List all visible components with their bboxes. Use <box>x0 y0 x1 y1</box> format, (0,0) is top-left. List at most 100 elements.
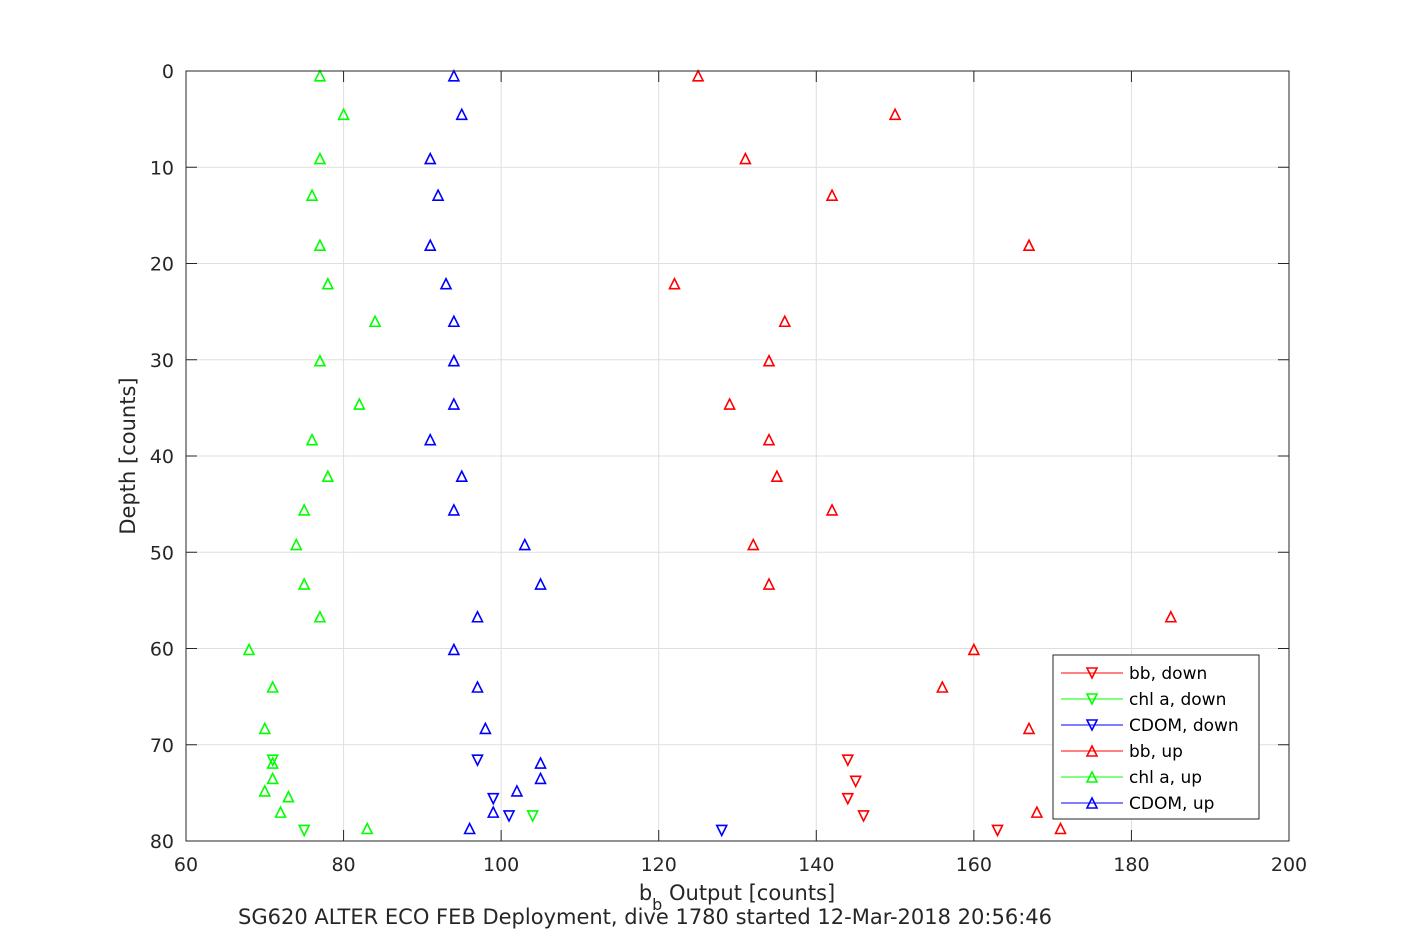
data-point <box>423 238 437 252</box>
data-point <box>368 314 382 328</box>
data-points <box>242 69 1178 838</box>
data-point <box>258 721 272 735</box>
data-point <box>297 824 311 838</box>
data-point <box>486 805 500 818</box>
data-point <box>447 642 461 656</box>
data-point <box>439 276 453 290</box>
data-point <box>778 314 792 328</box>
legend-entry-label: chl a, down <box>1129 690 1226 710</box>
data-point <box>353 397 366 410</box>
legend: bb, down chl a, down CDOM, down bb, up chl a… <box>1052 654 1260 820</box>
data-point <box>447 503 461 516</box>
y-tick-label: 70 <box>150 735 174 757</box>
data-point <box>447 397 461 410</box>
data-point <box>534 756 547 769</box>
data-point <box>762 353 776 367</box>
legend-entry-label: bb, up <box>1129 742 1183 762</box>
x-tick-label: 140 <box>798 854 834 876</box>
data-point <box>746 537 760 551</box>
data-point <box>266 771 279 785</box>
data-point <box>1164 609 1178 623</box>
x-tick-label: 200 <box>1271 854 1307 876</box>
data-point <box>841 792 855 806</box>
y-axis-label: Depth [counts] <box>116 377 140 534</box>
data-point <box>888 107 902 121</box>
data-point <box>770 469 784 483</box>
data-point <box>825 188 839 201</box>
series-cdom-up <box>423 69 547 835</box>
data-point <box>502 810 516 823</box>
legend-marker <box>1085 744 1099 757</box>
data-point <box>313 151 327 165</box>
data-point <box>723 397 736 410</box>
data-point <box>534 577 547 590</box>
legend-entry-label: CDOM, up <box>1129 794 1214 814</box>
data-point <box>715 824 729 838</box>
data-point <box>290 537 303 551</box>
data-point <box>313 353 327 367</box>
series-bb-down <box>841 754 1004 838</box>
data-point <box>691 69 705 82</box>
caption: SG620 ALTER ECO FEB Deployment, dive 178… <box>238 905 1052 929</box>
series-chl-a-down <box>266 754 539 838</box>
x-tick-label: 180 <box>1113 854 1149 876</box>
series-bb-up <box>668 69 1178 835</box>
data-point <box>447 69 461 82</box>
legend-marker <box>1085 796 1099 809</box>
data-point <box>447 314 461 328</box>
data-point <box>762 432 776 446</box>
data-point <box>825 503 839 516</box>
data-point <box>313 238 327 252</box>
data-point <box>305 188 319 201</box>
legend-entry-label: CDOM, down <box>1129 716 1239 736</box>
legend-entry-label: chl a, up <box>1129 768 1202 788</box>
x-tick-label: 80 <box>331 854 355 876</box>
data-point <box>266 680 279 693</box>
x-axis-label-subscript: b <box>652 895 662 914</box>
data-point <box>518 537 532 551</box>
data-point <box>258 784 272 797</box>
x-axis-label-main: b <box>639 881 652 905</box>
data-point <box>423 432 437 446</box>
data-point <box>967 642 981 656</box>
data-point <box>762 577 776 590</box>
legend-box <box>1052 654 1260 820</box>
y-tick-label: 80 <box>150 831 174 853</box>
legend-marker <box>1085 719 1099 732</box>
data-point <box>455 469 469 483</box>
data-point <box>266 754 279 767</box>
data-point <box>463 821 476 835</box>
data-point <box>305 432 319 446</box>
x-axis-label: bb Output [counts] <box>639 881 835 914</box>
data-point <box>431 188 445 201</box>
y-tick-label: 30 <box>150 350 174 372</box>
x-tick-label: 100 <box>483 854 519 876</box>
data-point <box>297 503 311 516</box>
y-tick-label: 60 <box>150 639 174 661</box>
data-point <box>282 789 295 803</box>
y-tick-label: 50 <box>150 542 174 564</box>
y-tick-label: 20 <box>150 254 174 276</box>
data-point <box>534 771 547 785</box>
x-tick-label: 120 <box>641 854 677 876</box>
data-point <box>991 824 1004 838</box>
data-point <box>479 721 492 735</box>
y-tick-label: 0 <box>162 61 174 83</box>
data-point <box>266 756 279 769</box>
data-point <box>455 107 469 121</box>
data-point <box>510 784 524 797</box>
data-point <box>321 469 335 483</box>
data-point <box>337 107 350 121</box>
data-point <box>739 151 752 165</box>
data-point <box>313 609 327 623</box>
x-axis-label-rest: Output [counts] <box>662 881 835 905</box>
data-point <box>526 810 539 823</box>
data-point <box>1030 805 1044 818</box>
data-point <box>1022 721 1036 735</box>
data-point <box>313 69 327 82</box>
legend-marker <box>1085 770 1099 783</box>
data-point <box>447 353 461 367</box>
y-tick-label: 10 <box>150 157 174 179</box>
x-tick-label: 160 <box>956 854 992 876</box>
